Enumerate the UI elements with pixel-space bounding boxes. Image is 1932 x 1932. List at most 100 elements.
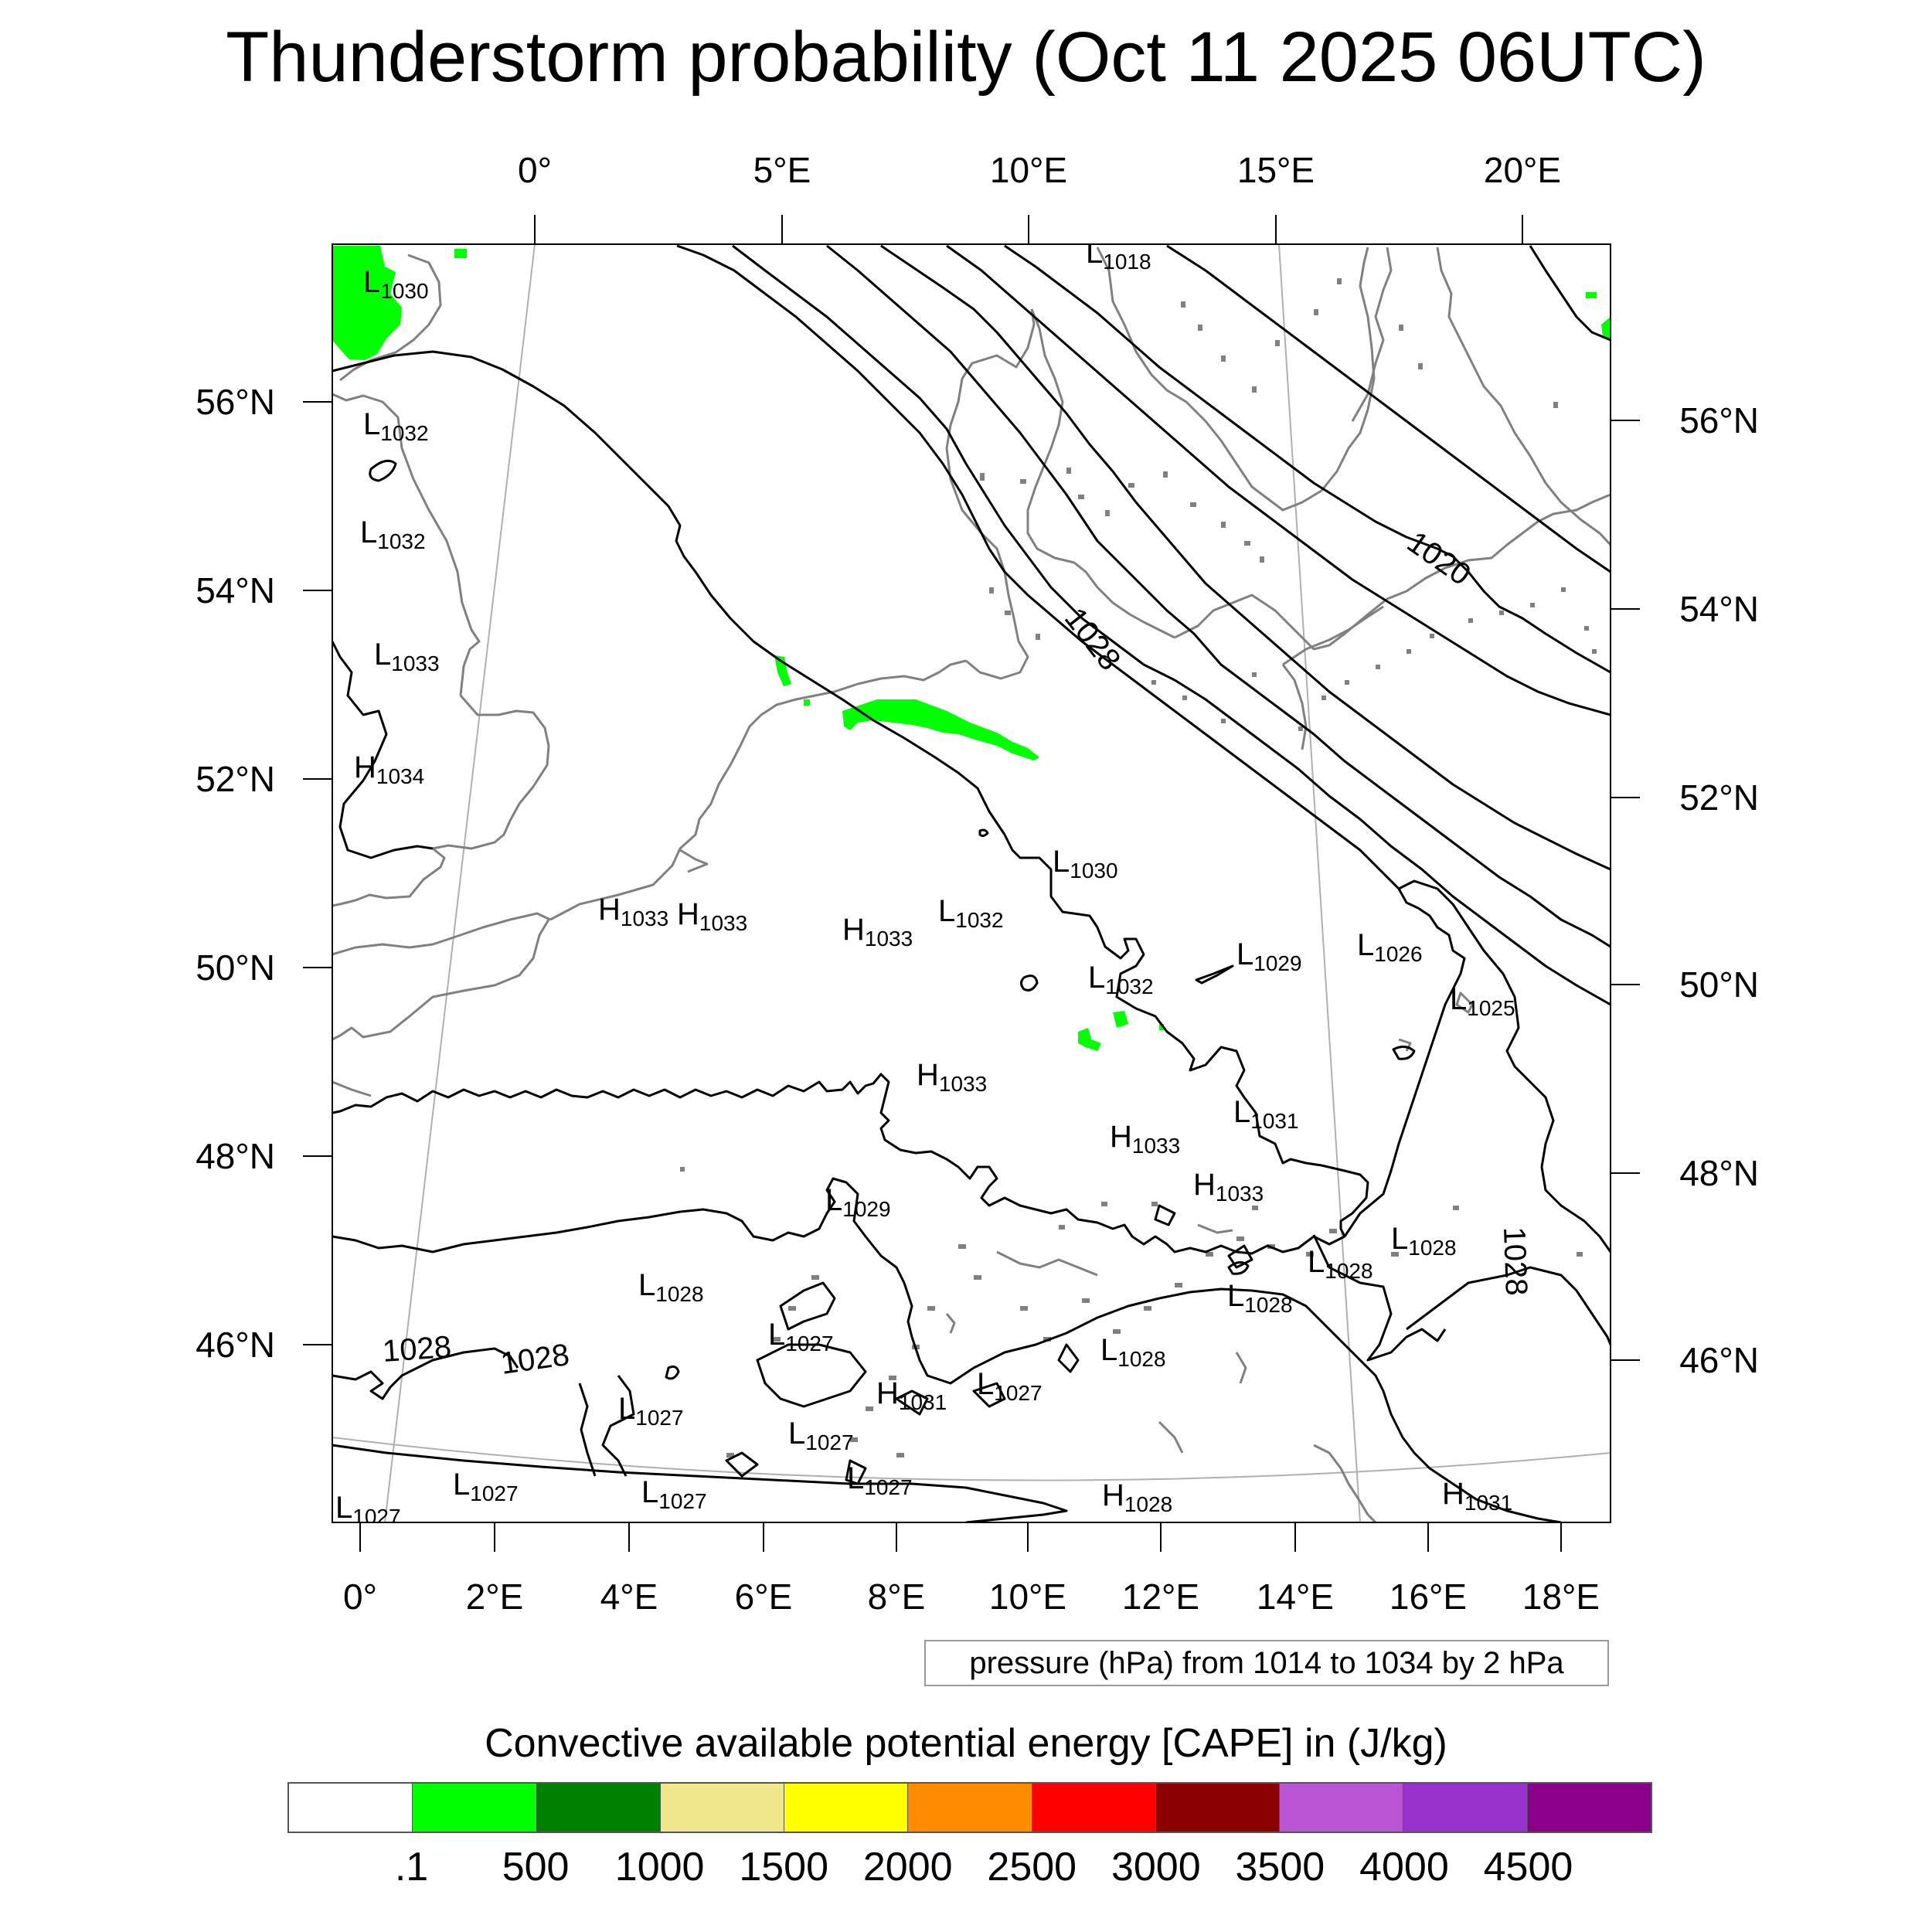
colorbar-label: 3500	[1235, 1845, 1325, 1889]
pressure-center: L1028	[1308, 1245, 1373, 1283]
page-title: Thunderstorm probability (Oct 11 2025 06…	[226, 18, 1706, 97]
isobar-loop-alps-1	[779, 1281, 836, 1331]
isobar-1022-diagonal	[946, 244, 1611, 716]
border-oder	[1281, 664, 1308, 750]
lat-label-left: 48°N	[196, 1136, 275, 1176]
cape-area-frisian-north	[774, 655, 791, 686]
colorbar-swatch	[908, 1784, 1032, 1832]
pressure-center: H1033	[917, 1058, 987, 1096]
map-content: L1018 L1030 L1032 L1032 L1033 H1034 H103…	[332, 236, 1611, 1529]
pressure-center: L1032	[1088, 961, 1154, 998]
cape-area-germany-north	[842, 699, 1039, 760]
cape-area-dot-3	[1586, 292, 1597, 298]
isobar-1020-diagonal	[1004, 244, 1611, 674]
pressure-center: L1027	[335, 1491, 401, 1529]
pressure-center: L1027	[788, 1417, 854, 1454]
lat-label-right: 48°N	[1679, 1153, 1759, 1193]
colorbar-swatch	[1403, 1784, 1528, 1832]
isobar-1032-main	[332, 350, 1369, 1237]
colorbar-label: 2500	[987, 1845, 1077, 1889]
cape-fill	[332, 246, 1611, 1051]
colorbar-label: 1500	[739, 1845, 829, 1889]
isobar-loop-alps-6	[725, 1451, 759, 1478]
lon-label-top: 0°	[518, 150, 552, 190]
lat-label-left: 52°N	[196, 759, 275, 799]
lon-label-top: 20°E	[1484, 150, 1561, 190]
cape-area-east-edge	[1601, 317, 1611, 342]
pressure-center: L1028	[1391, 1222, 1457, 1260]
pressure-center: L1018	[1086, 236, 1151, 274]
coast-jutland-west	[945, 308, 1036, 680]
coast-baltic-east	[1436, 247, 1611, 546]
isobar-1028-east	[1406, 1266, 1611, 1345]
lat-label-right: 50°N	[1679, 964, 1759, 1005]
isobar-small-loop-2	[1020, 975, 1039, 992]
coast-england-east	[332, 393, 481, 696]
lon-label-bottom: 18°E	[1522, 1577, 1600, 1617]
lat-label-right: 52°N	[1679, 777, 1759, 818]
colorbar-label: .1	[394, 1845, 429, 1889]
coast-sweden-east	[1320, 247, 1376, 492]
meridian-15e	[1278, 244, 1361, 1522]
colorbar-label: 4500	[1483, 1845, 1573, 1889]
colorbar-swatch	[1527, 1784, 1651, 1832]
lat-label-left: 46°N	[196, 1325, 275, 1365]
pressure-center: H1031	[876, 1376, 947, 1414]
lon-label-bottom: 4°E	[600, 1577, 658, 1617]
pressure-center: H1028	[1102, 1478, 1172, 1516]
isobar-1018-diagonal	[1166, 244, 1611, 573]
isobar-small-loop-7	[1227, 1261, 1250, 1275]
cape-area-scotland	[332, 246, 402, 360]
isobar-loop-alps-2	[756, 1343, 867, 1408]
cape-area-bavaria	[1113, 1011, 1128, 1028]
top-lon-labels: 0° 5°E 10°E 15°E 20°E	[518, 150, 1561, 190]
isobar-loop-alps-4	[972, 1382, 1006, 1408]
lat-label-right: 46°N	[1679, 1340, 1759, 1380]
isobars	[332, 244, 1611, 1522]
coast-channel-uk	[332, 912, 551, 956]
isobar-1016-corner	[1529, 245, 1611, 342]
lon-label-bottom: 0°	[343, 1577, 377, 1617]
pressure-center: L1030	[1053, 845, 1118, 883]
lon-label-bottom: 16°E	[1389, 1577, 1467, 1617]
isobar-1032-west	[332, 1073, 1345, 1255]
isobar-1028-east-small	[1312, 1234, 1447, 1362]
colorbar-labels: .1 500 1000 1500 2000 2500 3000 3500 400…	[0, 1844, 1932, 1890]
lat-label-left: 56°N	[196, 382, 275, 422]
lon-label-bottom: 14°E	[1257, 1577, 1334, 1617]
colorbar-swatch	[289, 1784, 413, 1832]
map-frame	[332, 243, 1611, 1523]
colorbar-label: 1000	[614, 1845, 705, 1889]
meridian-0	[384, 244, 536, 1522]
pressure-center: L1027	[847, 1461, 913, 1499]
colorbar-swatch	[1280, 1784, 1404, 1832]
pressure-center: L1032	[360, 515, 426, 553]
isobar-1028-diagonal	[732, 244, 1611, 1006]
lon-label-bottom: 8°E	[868, 1577, 926, 1617]
isobar-1024-diagonal	[880, 244, 1611, 871]
pressure-center: L1027	[977, 1367, 1043, 1405]
graticule	[332, 244, 1611, 1522]
lon-label-bottom: 12°E	[1122, 1577, 1199, 1617]
cape-area-dot-1	[804, 699, 810, 706]
contour-info-box: pressure (hPa) from 1014 to 1034 by 2 hP…	[924, 1640, 1609, 1686]
axis-ticks	[303, 215, 1640, 1552]
colorbar-label: 500	[502, 1845, 570, 1889]
lake-small-1	[1455, 992, 1474, 1014]
pressure-center: L1027	[453, 1468, 519, 1505]
isobar-1028-southwest	[332, 1347, 519, 1400]
pressure-center: L1028	[638, 1268, 704, 1306]
isobar-label: 1028	[1497, 1226, 1533, 1296]
isobar-label: 1028	[382, 1330, 453, 1369]
colorbar-swatch	[660, 1784, 785, 1832]
pressure-center: L1032	[363, 407, 429, 445]
right-lat-labels: 56°N 54°N 52°N 50°N 48°N 46°N	[1679, 400, 1759, 1380]
pressure-center: L1032	[938, 894, 1004, 932]
isobar-1028-far-east	[1398, 879, 1611, 1253]
lake-alps-1	[945, 1313, 956, 1334]
coast-baltic-south	[1174, 493, 1611, 651]
pressure-center: L1026	[1357, 928, 1423, 966]
pressure-center: H1033	[1193, 1168, 1264, 1206]
pressure-center: L1030	[363, 265, 429, 303]
